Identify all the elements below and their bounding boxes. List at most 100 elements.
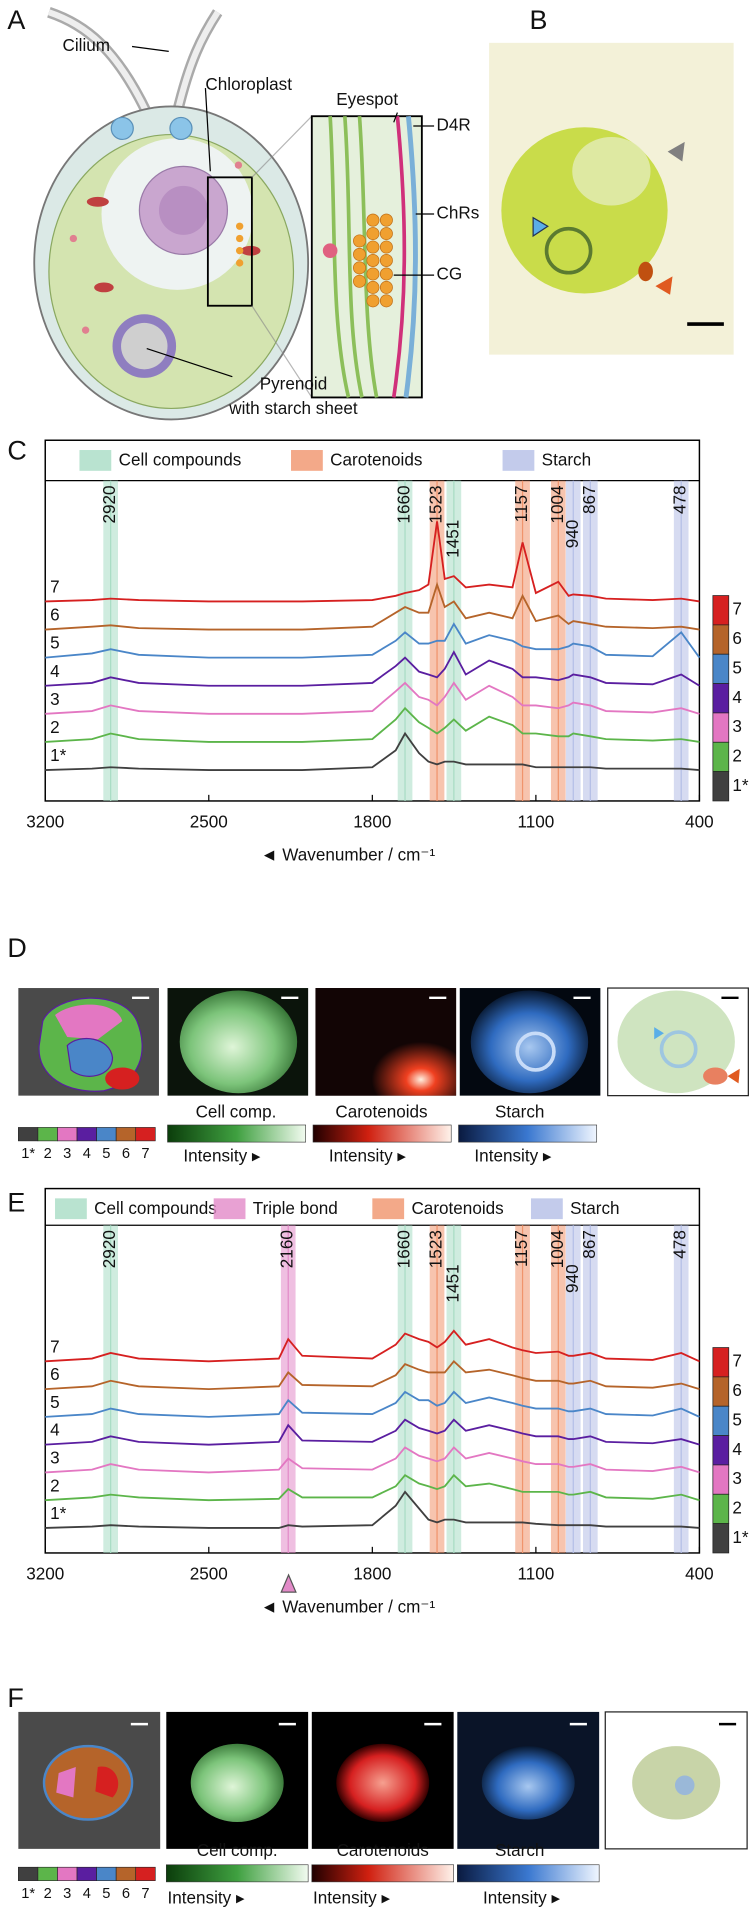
band-legend-label: Cell compounds: [94, 1199, 217, 1218]
panel-letter: E: [7, 1188, 25, 1218]
intensity-label: Intensity ▸: [168, 1889, 245, 1908]
colorbar-label: 3: [732, 1469, 742, 1488]
micrograph: [489, 42, 734, 355]
colorbar-swatch: [712, 1464, 730, 1495]
band-label: 478: [671, 1230, 690, 1259]
trace-label: 5: [50, 634, 60, 653]
colorbar-swatch: [712, 1405, 730, 1436]
band-legend-label: Starch: [542, 451, 591, 470]
spectrum: [45, 1490, 700, 1529]
colorbar-label: 3: [732, 717, 742, 736]
cluster-label: 2: [44, 1146, 52, 1162]
cluster-swatch: [76, 1127, 97, 1142]
spectrum: [45, 1329, 700, 1363]
band-legend-swatch: [291, 450, 323, 471]
cluster-swatch: [115, 1127, 137, 1142]
band-label: 1157: [512, 485, 531, 522]
spectrum: [45, 1446, 700, 1474]
x-tick-label: 2500: [190, 1564, 228, 1583]
triple-bond-arrow: [280, 1573, 297, 1593]
colorbar-label: 2: [732, 1498, 742, 1517]
trace-label: 2: [50, 1476, 60, 1495]
intensity-label: Intensity ▸: [313, 1889, 390, 1908]
colorbar-label: 7: [732, 600, 742, 619]
band-legend-swatch: [79, 450, 112, 471]
colorbar-label: 4: [732, 1440, 742, 1459]
spectrum: [45, 1418, 700, 1446]
colorbar-title: Carotenoids: [335, 1102, 427, 1121]
cluster-label: 4: [83, 1886, 91, 1902]
band-label: 867: [580, 1230, 599, 1259]
band-label: 940: [563, 520, 582, 549]
spectrum: [45, 622, 701, 659]
x-tick-label: 400: [685, 1564, 714, 1583]
diagram-label: Chloroplast: [205, 75, 292, 94]
trace-label: 7: [50, 1337, 60, 1356]
trace-label: 6: [50, 606, 60, 625]
cluster-label: 4: [83, 1146, 91, 1162]
cluster-swatch: [18, 1866, 39, 1881]
x-tick-label: 1800: [353, 1564, 391, 1583]
colorbar-label: 2: [732, 746, 742, 765]
cluster-swatch: [135, 1866, 156, 1881]
spectrum: [45, 581, 700, 631]
cluster-label: 1*: [21, 1146, 35, 1162]
trace-label: 5: [50, 1393, 60, 1412]
x-tick-label: 3200: [26, 812, 64, 831]
cluster-swatch: [18, 1127, 39, 1142]
colorbar-title: Cell comp.: [197, 1841, 278, 1860]
colorbar-title: Carotenoids: [337, 1841, 429, 1860]
band-legend-label: Carotenoids: [330, 451, 422, 470]
panel-letter: F: [7, 1683, 23, 1713]
band-label: 2160: [278, 1230, 297, 1268]
band-label: 2920: [100, 485, 119, 523]
colorbar-label: 5: [732, 1410, 742, 1429]
band-legend-swatch: [55, 1198, 87, 1220]
intensity-label: Intensity ▸: [183, 1146, 260, 1165]
band-legend-swatch: [530, 1198, 563, 1220]
diagram-label: Pyrenoid: [260, 375, 328, 394]
band-label: 940: [563, 1264, 582, 1293]
cluster-swatch: [37, 1866, 58, 1881]
cluster-label: 3: [63, 1886, 71, 1902]
band-legend-label: Carotenoids: [411, 1199, 503, 1218]
colorbar-label: 5: [732, 658, 742, 677]
x-tick-label: 1100: [517, 1564, 554, 1583]
cluster-swatch: [96, 1127, 117, 1142]
colorbar-label: 1*: [732, 1528, 749, 1547]
colorbar-title: Cell comp.: [196, 1102, 277, 1121]
colorbar-swatch: [712, 712, 730, 743]
cluster-label: 7: [141, 1886, 149, 1902]
band-label: 1004: [548, 485, 567, 524]
cluster-label: 2: [44, 1886, 52, 1902]
panel-letter: A: [7, 5, 25, 35]
x-axis-label: ◄ Wavenumber / cm⁻¹: [261, 845, 436, 864]
spectrum: [45, 650, 700, 687]
intensity-label: Intensity ▸: [483, 1889, 560, 1908]
spectrum: [45, 706, 700, 743]
cluster-label: 1*: [21, 1886, 35, 1902]
trace-label: 4: [50, 662, 60, 681]
colorbar-swatch: [712, 1493, 730, 1524]
band-legend-swatch: [213, 1198, 246, 1220]
diagram-label: with starch sheet: [228, 399, 358, 418]
intensity-label: Intensity ▸: [329, 1146, 406, 1165]
cluster-swatch: [96, 1866, 117, 1881]
spectrum: [45, 521, 700, 603]
cluster-swatch: [115, 1866, 137, 1881]
trace-label: 6: [50, 1365, 60, 1384]
band-label: 478: [671, 485, 690, 514]
x-tick-label: 3200: [26, 1564, 64, 1583]
plot-frame: [44, 439, 701, 802]
cluster-label: 5: [102, 1146, 110, 1162]
spectrum: [45, 681, 700, 715]
colorbar-swatch: [712, 771, 730, 802]
spectrum: [45, 1360, 700, 1391]
band-label: 867: [580, 485, 599, 514]
colorbar-swatch: [712, 595, 730, 626]
band-label: 1451: [443, 1264, 462, 1302]
colorbar-swatch: [712, 624, 730, 655]
panel-letter: B: [529, 5, 547, 35]
